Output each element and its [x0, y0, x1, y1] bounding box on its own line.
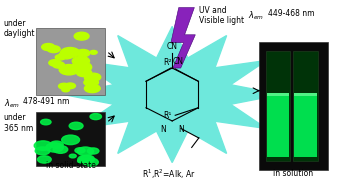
Circle shape — [62, 88, 70, 92]
Circle shape — [87, 148, 99, 154]
Circle shape — [84, 79, 98, 86]
Text: UV and
Visible light: UV and Visible light — [199, 6, 244, 25]
Circle shape — [65, 83, 76, 89]
Text: 449-468 nm: 449-468 nm — [268, 9, 315, 19]
Circle shape — [38, 156, 51, 163]
Text: R²: R² — [163, 58, 172, 67]
Polygon shape — [63, 26, 281, 163]
Circle shape — [84, 84, 100, 93]
Text: under
365 nm: under 365 nm — [4, 113, 33, 133]
Circle shape — [62, 135, 80, 145]
Text: $\lambda_{em}$: $\lambda_{em}$ — [248, 9, 265, 22]
Circle shape — [71, 66, 85, 73]
Circle shape — [84, 74, 98, 82]
Bar — [267, 93, 289, 157]
Circle shape — [86, 73, 101, 81]
Bar — [293, 51, 318, 161]
Bar — [259, 42, 328, 170]
Circle shape — [78, 156, 92, 163]
Circle shape — [80, 155, 94, 163]
Circle shape — [69, 154, 76, 158]
Circle shape — [42, 43, 55, 50]
Circle shape — [35, 147, 50, 155]
Text: under
daylight: under daylight — [4, 19, 35, 38]
Circle shape — [90, 50, 97, 54]
Bar — [36, 28, 105, 94]
Text: in solid-state: in solid-state — [46, 161, 96, 170]
Circle shape — [47, 46, 60, 53]
Circle shape — [49, 60, 61, 66]
Circle shape — [59, 51, 73, 59]
Text: in solution: in solution — [273, 169, 313, 178]
Circle shape — [53, 62, 65, 68]
Bar — [294, 93, 317, 96]
Circle shape — [46, 143, 63, 152]
Circle shape — [78, 158, 87, 163]
Bar — [36, 112, 105, 166]
Circle shape — [59, 83, 70, 89]
Text: CN: CN — [167, 42, 178, 51]
Circle shape — [77, 147, 93, 156]
Text: $\lambda_{em}$: $\lambda_{em}$ — [4, 97, 20, 110]
Circle shape — [76, 68, 92, 77]
Circle shape — [55, 55, 65, 60]
Bar — [294, 93, 317, 157]
Text: R¹: R¹ — [163, 111, 172, 120]
Circle shape — [72, 57, 89, 66]
Text: CN: CN — [173, 57, 184, 66]
Circle shape — [59, 64, 79, 75]
Polygon shape — [171, 8, 195, 68]
Circle shape — [50, 141, 63, 148]
Circle shape — [76, 50, 90, 57]
Circle shape — [53, 146, 68, 153]
Circle shape — [74, 32, 89, 40]
Circle shape — [69, 122, 83, 130]
Bar — [267, 93, 289, 96]
Circle shape — [40, 119, 51, 125]
Text: R$^{1}$,R$^{2}$=Alk, Ar: R$^{1}$,R$^{2}$=Alk, Ar — [142, 168, 196, 181]
Text: N: N — [160, 125, 166, 134]
Bar — [266, 51, 290, 161]
Circle shape — [90, 114, 102, 120]
Circle shape — [83, 158, 98, 166]
Circle shape — [61, 47, 80, 58]
Circle shape — [34, 141, 52, 150]
Text: 478-491 nm: 478-491 nm — [23, 97, 70, 106]
Circle shape — [71, 62, 92, 73]
Circle shape — [75, 148, 85, 153]
Text: N: N — [179, 125, 184, 134]
